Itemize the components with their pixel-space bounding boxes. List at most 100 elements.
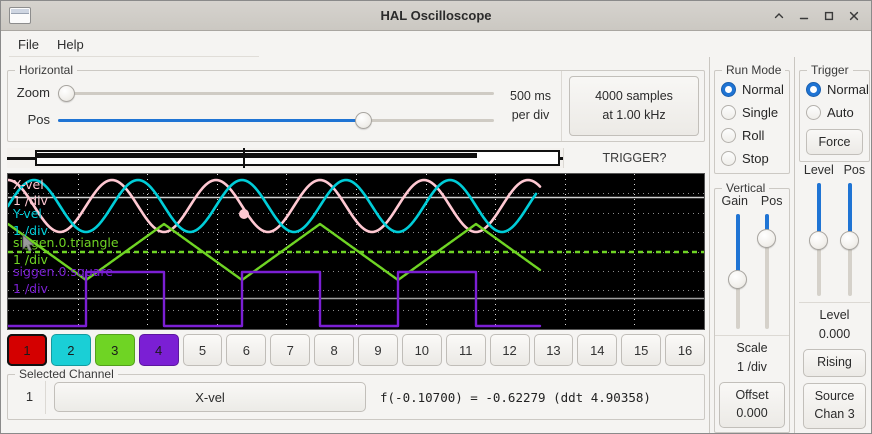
- menu-help[interactable]: Help: [56, 36, 84, 52]
- selected-channel-signal-button[interactable]: X-vel: [54, 382, 366, 412]
- run-mode-roll-label: Roll: [742, 128, 765, 143]
- channel-button-1[interactable]: 1: [7, 334, 47, 366]
- minimize-button[interactable]: [793, 5, 815, 27]
- vpos-slider-knob[interactable]: [756, 229, 776, 249]
- shade-button[interactable]: [768, 5, 790, 27]
- trigger-sliders-wrap: Level Pos: [799, 162, 870, 433]
- run-mode-single[interactable]: Single: [721, 101, 785, 124]
- cursor-marker: [239, 209, 249, 219]
- progress-fill: [37, 153, 477, 158]
- time-per-div-value: 500 ms: [510, 89, 551, 104]
- trigger-pos-fill: [848, 183, 853, 242]
- zoom-slider[interactable]: [58, 84, 494, 102]
- gain-slider-knob[interactable]: [727, 269, 747, 289]
- vertical-gain-label: Gain: [721, 194, 748, 208]
- channel-button-10[interactable]: 10: [401, 334, 442, 366]
- vpos-slider-fill: [764, 214, 769, 241]
- run-mode-group: Run Mode Normal Single Roll: [714, 63, 790, 174]
- channel-button-label: 3: [111, 342, 119, 358]
- radio-indicator: [721, 82, 736, 97]
- channel-button-label: 5: [198, 342, 207, 358]
- trigger-level-value: 0.000: [818, 327, 851, 342]
- horizontal-group: Horizontal Zoom Pos: [7, 63, 705, 142]
- sample-progress-bar[interactable]: [7, 148, 563, 168]
- run-mode-roll[interactable]: Roll: [721, 124, 785, 147]
- channel-button-6[interactable]: 6: [226, 334, 267, 366]
- horizontal-pos-slider[interactable]: [58, 111, 494, 129]
- trigger-group-title: Trigger: [807, 63, 853, 77]
- run-mode-normal[interactable]: Normal: [721, 78, 785, 101]
- channel-button-11[interactable]: 11: [445, 334, 486, 366]
- trigger-slider-labels: Level Pos: [799, 162, 870, 179]
- runmode-vertical-column: Run Mode Normal Single Roll: [710, 57, 794, 433]
- zoom-label: Zoom: [16, 85, 50, 100]
- channel-button-13[interactable]: 13: [533, 334, 574, 366]
- time-per-div-suffix: per div: [511, 108, 550, 122]
- vertical-slider-labels: Gain Pos: [715, 193, 789, 210]
- channel-button-16[interactable]: 16: [665, 334, 705, 366]
- close-button[interactable]: [843, 5, 865, 27]
- svg-text:1 /div: 1 /div: [13, 193, 49, 208]
- trigger-source-button[interactable]: Source Chan 3: [803, 382, 866, 429]
- trigger-edge-button[interactable]: Rising: [803, 348, 866, 377]
- vertical-pos-slider[interactable]: [756, 212, 777, 331]
- window-menu-icon[interactable]: [9, 7, 31, 24]
- force-trigger-button[interactable]: Force: [806, 129, 863, 155]
- trigger-column: Trigger Normal Auto Force Level Pos: [794, 57, 871, 433]
- acquisition-progress-row: TRIGGER?: [7, 146, 705, 170]
- pos-slider-fill: [58, 118, 364, 122]
- trigger-mode-normal[interactable]: Normal: [806, 78, 869, 101]
- channel-button-4[interactable]: 4: [138, 334, 179, 366]
- trigger-source-value: Chan 3: [814, 407, 855, 422]
- zoom-slider-row: Zoom: [12, 84, 494, 102]
- svg-text:1 /div: 1 /div: [13, 252, 49, 267]
- pos-slider-knob[interactable]: [355, 111, 373, 129]
- channel-button-label: 11: [458, 342, 473, 358]
- channel-button-label: 8: [330, 342, 338, 358]
- trigger-level-knob[interactable]: [808, 230, 828, 250]
- channel-button-label: 7: [286, 342, 294, 358]
- channel-button-7[interactable]: 7: [270, 334, 311, 366]
- channel-button-15[interactable]: 15: [621, 334, 662, 366]
- svg-text:Y-vel: Y-vel: [12, 206, 42, 221]
- window-title: HAL Oscilloscope: [380, 8, 492, 23]
- run-mode-stop-label: Stop: [742, 151, 769, 166]
- channel-button-3[interactable]: 3: [94, 334, 135, 366]
- run-mode-title: Run Mode: [722, 63, 786, 77]
- trigger-level-slider-label: Level: [803, 163, 834, 177]
- sample-rate-button[interactable]: 4000 samples at 1.00 kHz: [569, 76, 699, 136]
- radio-indicator: [806, 82, 821, 97]
- trigger-mode-auto[interactable]: Auto: [806, 101, 865, 124]
- value-readout: f(-0.10700) = -0.62279 (ddt 4.90358): [380, 389, 651, 405]
- radio-indicator: [721, 128, 736, 143]
- scope-display[interactable]: X-vel 1 /div Y-vel 1 /div siggen.0.triangle 1…: [7, 173, 705, 330]
- offset-button[interactable]: Offset 0.000: [719, 381, 785, 428]
- trigger-pos-slider[interactable]: [840, 181, 860, 298]
- channel-button-2[interactable]: 2: [50, 334, 91, 366]
- channel-button-label: 4: [154, 342, 163, 358]
- channel-button-label: 1: [23, 342, 31, 358]
- channel-button-5[interactable]: 5: [182, 334, 223, 366]
- channel-button-label: 16: [677, 342, 693, 358]
- channel-button-label: 10: [414, 342, 430, 358]
- vertical-gain-slider[interactable]: [727, 212, 748, 331]
- trigger-pos-knob[interactable]: [840, 230, 860, 250]
- channel-button-8[interactable]: 8: [314, 334, 354, 366]
- window-buttons: [768, 1, 865, 30]
- offset-caption: Offset: [735, 387, 769, 402]
- channel-button-12[interactable]: 12: [489, 334, 530, 366]
- channel-button-14[interactable]: 14: [577, 334, 618, 366]
- trigger-group: Trigger Normal Auto Force: [799, 63, 870, 162]
- channel-button-9[interactable]: 9: [358, 334, 398, 366]
- menu-file[interactable]: File: [18, 36, 39, 52]
- run-mode-normal-label: Normal: [742, 82, 784, 97]
- trigger-level-slider[interactable]: [808, 181, 829, 298]
- vpos-slider-track: [764, 214, 769, 329]
- vertical-pos-label: Pos: [760, 194, 783, 208]
- vertical-group: Vertical Gain Pos: [714, 181, 790, 433]
- zoom-slider-knob[interactable]: [58, 84, 75, 102]
- run-mode-stop[interactable]: Stop: [721, 147, 785, 170]
- svg-text:X-vel: X-vel: [13, 177, 44, 192]
- maximize-button[interactable]: [818, 5, 840, 27]
